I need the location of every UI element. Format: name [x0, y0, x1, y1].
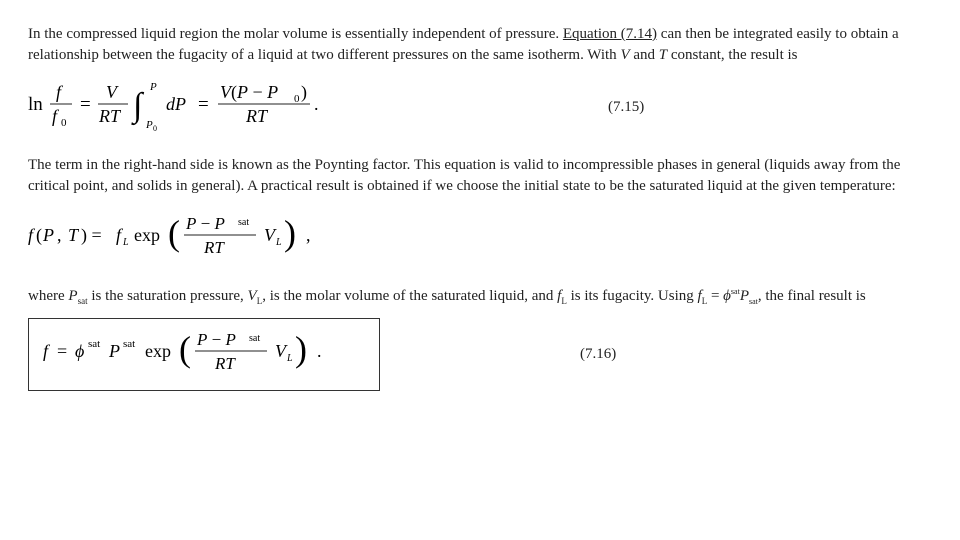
svg-text:V: V: [106, 82, 119, 102]
svg-text:(: (: [36, 225, 42, 246]
sub-sat: sat: [749, 297, 758, 306]
svg-text:): ): [301, 82, 307, 103]
sub-sat: sat: [78, 296, 88, 306]
paragraph-3: where Psat is the saturation pressure, V…: [28, 286, 932, 308]
paragraph-2: The term in the right-hand side is known…: [28, 155, 932, 197]
svg-text:): ): [284, 213, 296, 253]
svg-text:ϕ: ϕ: [75, 341, 84, 361]
text: is its fugacity. Using: [567, 288, 698, 304]
svg-text:f: f: [56, 82, 64, 102]
equation-7-15: ln f f 0 = V RT ∫ P P 0 dP = V(P − P 0 ): [28, 76, 408, 139]
var-Psat: P: [68, 288, 77, 304]
equation-intermediate-svg: f ( P , T ) = f L exp ( P − P sat RT V L…: [28, 207, 388, 270]
svg-text:=: =: [198, 94, 209, 115]
svg-text:∫: ∫: [131, 87, 145, 126]
svg-text:ln: ln: [28, 94, 43, 115]
equation-number-7-15: (7.15): [608, 97, 644, 118]
svg-text:P: P: [145, 119, 153, 131]
svg-text:L: L: [286, 353, 293, 364]
text: is the saturation pressure,: [88, 288, 248, 304]
svg-text:dP: dP: [166, 94, 186, 114]
svg-text:V(P − P: V(P − P: [220, 82, 278, 103]
text: , the final result is: [758, 288, 866, 304]
svg-text:0: 0: [153, 124, 157, 132]
svg-text:=: =: [80, 94, 91, 115]
var-VL: V: [248, 288, 257, 304]
text: In the compressed liquid region the mola…: [28, 26, 563, 42]
svg-text:L: L: [275, 237, 282, 248]
svg-text:RT: RT: [98, 106, 122, 126]
svg-text:=: =: [57, 341, 67, 361]
text: and: [630, 47, 659, 63]
equation-7-16-boxed: f = ϕ sat P sat exp ( P − P sat RT V L )…: [28, 318, 380, 391]
svg-text:,: ,: [306, 225, 311, 245]
text: , is the molar volume of the saturated l…: [262, 288, 557, 304]
svg-text:sat: sat: [123, 338, 135, 350]
svg-text:RT: RT: [245, 106, 269, 126]
svg-text:f: f: [43, 341, 51, 361]
svg-text:,: ,: [57, 225, 62, 245]
svg-text:0: 0: [61, 117, 67, 129]
var-T: T: [659, 47, 667, 63]
svg-text:sat: sat: [249, 333, 260, 344]
sup-sat: sat: [731, 287, 740, 296]
svg-text:exp: exp: [145, 341, 171, 361]
svg-text:) =: ) =: [81, 225, 102, 246]
text: constant, the result is: [667, 47, 797, 63]
svg-text:L: L: [122, 237, 129, 248]
equation-intermediate: f ( P , T ) = f L exp ( P − P sat RT V L…: [28, 207, 932, 270]
svg-text:RT: RT: [214, 354, 236, 373]
text: =: [707, 288, 723, 304]
equation-link-7-14[interactable]: Equation (7.14): [563, 26, 657, 42]
var-V: V: [620, 47, 629, 63]
equation-7-16-row: f = ϕ sat P sat exp ( P − P sat RT V L )…: [28, 318, 932, 391]
equation-7-15-row: ln f f 0 = V RT ∫ P P 0 dP = V(P − P 0 ): [28, 76, 932, 139]
svg-text:RT: RT: [203, 238, 225, 257]
svg-text:0: 0: [294, 93, 300, 105]
paragraph-1: In the compressed liquid region the mola…: [28, 24, 932, 66]
var-phi: ϕ: [723, 288, 731, 304]
equation-number-7-16: (7.16): [580, 344, 616, 365]
svg-text:P − P: P − P: [185, 214, 225, 233]
svg-text:f: f: [52, 106, 60, 126]
svg-text:P: P: [149, 81, 157, 93]
text: where: [28, 288, 68, 304]
svg-text:P: P: [42, 225, 54, 245]
svg-text:f: f: [28, 225, 36, 245]
svg-text:): ): [295, 329, 307, 369]
svg-text:(: (: [168, 213, 180, 253]
svg-text:exp: exp: [134, 225, 160, 245]
svg-text:P: P: [108, 341, 120, 361]
svg-text:sat: sat: [238, 217, 249, 228]
svg-text:.: .: [317, 341, 322, 361]
svg-text:.: .: [314, 94, 319, 114]
svg-text:T: T: [68, 225, 80, 245]
var-P: P: [740, 288, 749, 304]
svg-text:sat: sat: [88, 338, 100, 350]
svg-text:P − P: P − P: [196, 330, 236, 349]
svg-text:(: (: [179, 329, 191, 369]
